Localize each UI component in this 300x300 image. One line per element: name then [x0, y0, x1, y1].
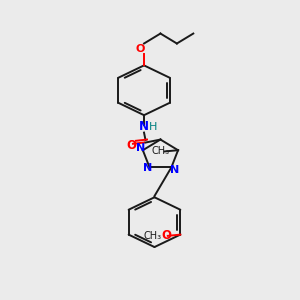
Text: N: N: [139, 120, 149, 133]
Text: O: O: [161, 229, 171, 242]
Text: N: N: [136, 143, 146, 153]
Text: O: O: [126, 139, 136, 152]
Text: CH₃: CH₃: [152, 146, 170, 156]
Text: N: N: [170, 165, 179, 175]
Text: O: O: [136, 44, 145, 54]
Text: H: H: [148, 122, 157, 132]
Text: N: N: [143, 163, 152, 173]
Text: CH₃: CH₃: [143, 231, 161, 241]
